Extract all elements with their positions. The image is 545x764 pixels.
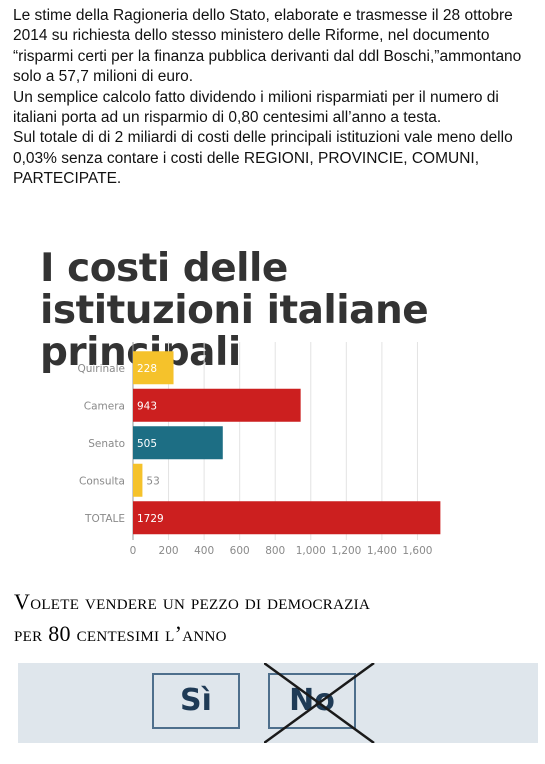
paragraph-2: Un semplice calcolo fatto dividendo i mi… (13, 88, 499, 127)
bar (133, 388, 301, 422)
x-tick-label: 800 (265, 545, 285, 557)
value-label: 228 (137, 363, 157, 375)
category-label: Camera (84, 400, 125, 412)
category-label: Quirinale (77, 363, 125, 375)
slogan-line-2: per 80 centesimi l’anno (14, 621, 227, 646)
category-label: Consulta (79, 475, 125, 487)
category-label: Senato (88, 438, 125, 450)
slogan: Volete vendere un pezzo di democrazia pe… (14, 586, 539, 650)
ballot-no-box: No (268, 673, 356, 729)
x-tick-label: 0 (130, 545, 137, 557)
bar (133, 501, 441, 535)
x-tick-label: 1,200 (331, 545, 361, 557)
bar (133, 351, 174, 385)
value-label: 53 (146, 475, 159, 487)
x-tick-label: 1,600 (402, 545, 432, 557)
paragraph-1: Le stime della Ragioneria dello Stato, e… (13, 7, 522, 86)
bar (133, 463, 143, 497)
cross-mark-icon (264, 663, 375, 743)
x-tick-label: 600 (230, 545, 250, 557)
bar (133, 426, 223, 460)
ballot-si-box: Sì (152, 673, 240, 729)
value-label: 505 (137, 438, 157, 450)
value-label: 943 (137, 400, 157, 412)
paragraph-3: Sul totale di di 2 miliardi di costi del… (13, 129, 513, 188)
article-text: Le stime della Ragioneria dello Stato, e… (13, 6, 538, 190)
x-tick-label: 1,400 (367, 545, 397, 557)
x-tick-label: 200 (159, 545, 179, 557)
x-tick-label: 400 (194, 545, 214, 557)
value-label: 1729 (137, 513, 164, 525)
bar-chart: Quirinale 228 Camera 943 Senato 505 Consulta 53… (77, 342, 441, 557)
ballot-banner: Sì No (18, 663, 538, 743)
chart-title: I costi delle istituzioni italiane princ… (40, 246, 429, 374)
category-label: TOTALE (84, 513, 125, 525)
slogan-line-1: Volete vendere un pezzo di democrazia (14, 589, 371, 614)
x-tick-label: 1,000 (296, 545, 326, 557)
